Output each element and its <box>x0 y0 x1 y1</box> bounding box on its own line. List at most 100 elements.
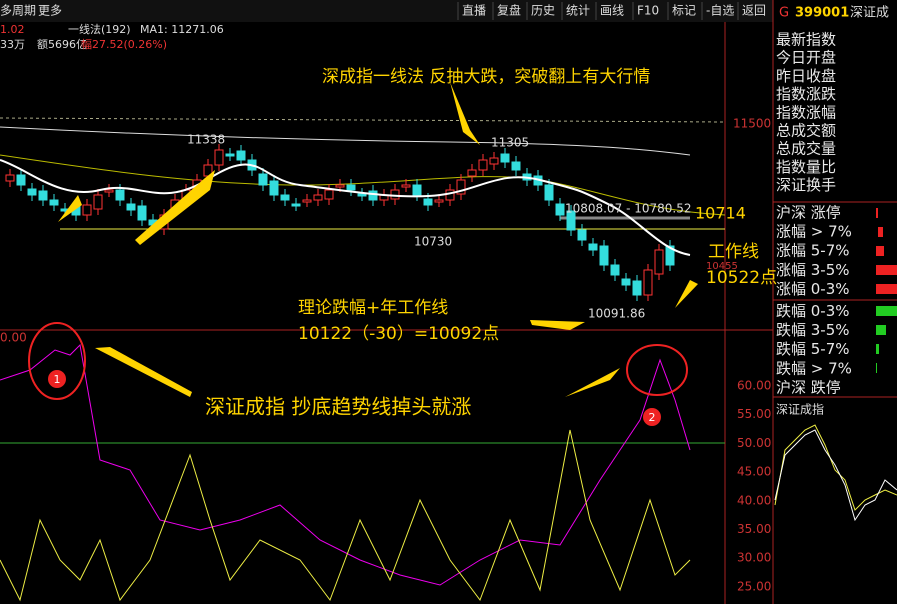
candle-body <box>368 190 378 201</box>
candle-body <box>654 249 664 275</box>
candle-body <box>555 203 565 216</box>
breadth-bars <box>876 208 897 294</box>
candle-body <box>357 193 367 197</box>
candle-body <box>49 199 59 206</box>
toolbar-button[interactable]: -自选 <box>706 4 734 18</box>
price-label: 10455 <box>706 261 738 272</box>
annotation: 深成指一线法 反抽大跌，突破翻上有大行情 <box>322 67 650 87</box>
candle-body <box>632 280 642 296</box>
candle-body <box>38 190 48 201</box>
breadth-label: 跌幅 5-7% <box>776 340 850 358</box>
breadth-label: 涨幅 > 7% <box>776 223 852 241</box>
toolbar <box>0 0 773 22</box>
candle-body <box>489 157 499 165</box>
y-tick-label: 60.00 <box>737 379 771 393</box>
field-label: 指数涨跌 <box>776 85 836 103</box>
candle-body <box>401 184 411 188</box>
breadth-label: 沪深 涨停 <box>776 204 841 222</box>
code: 399001 <box>795 6 849 21</box>
breadth-label: 跌幅 > 7% <box>776 359 852 377</box>
annotation: 理论跌幅+年工作线 <box>298 298 448 318</box>
candle-body <box>456 179 466 195</box>
y-tick-label: 25.00 <box>737 579 771 593</box>
candle-body <box>16 174 26 186</box>
candle-body <box>445 189 455 201</box>
candle-body <box>434 199 444 203</box>
ma-line <box>0 159 691 256</box>
candle-body <box>269 180 279 196</box>
candle-body <box>324 189 334 200</box>
candle-body <box>280 194 290 201</box>
y-tick-label: 30.00 <box>737 551 771 565</box>
tab[interactable]: 更多 <box>38 4 62 18</box>
annotation: 工作线 <box>708 242 759 262</box>
price-label: 10808.07 - 10780.52 <box>565 202 691 216</box>
annotation: 10122（-30）=10092点 <box>298 324 499 344</box>
candle-body <box>566 210 576 231</box>
candle-body <box>104 189 114 193</box>
candle-body <box>225 153 235 157</box>
info: 1.02 <box>0 23 25 36</box>
toolbar-button[interactable]: 统计 <box>566 4 590 18</box>
annotation: 10522点 <box>706 268 777 288</box>
candle-body <box>236 150 246 161</box>
candle-body <box>467 169 477 177</box>
candle-body <box>621 278 631 286</box>
field-label: 指数涨幅 <box>776 103 836 121</box>
toolbar-button[interactable]: 返回 <box>742 4 766 18</box>
arrows <box>58 82 698 397</box>
toolbar-button[interactable]: 直播 <box>462 4 486 18</box>
candle-body <box>423 198 433 206</box>
candle-body <box>291 203 301 207</box>
y-tick-label: 35.00 <box>737 522 771 536</box>
info: MA1: 11271.06 <box>140 23 224 36</box>
y-tick-label: 40.00 <box>737 493 771 507</box>
info: 幅27.52(0.26%) <box>81 38 167 51</box>
indicator-line <box>0 429 691 602</box>
candle-body <box>126 203 136 211</box>
price-label: 10091.86 <box>588 307 645 321</box>
ma-line <box>0 126 691 156</box>
toolbar-button[interactable]: 复盘 <box>497 3 521 18</box>
marker-label: 2 <box>649 411 656 424</box>
toolbar-button[interactable]: F10 <box>637 4 659 18</box>
candle-body <box>5 174 15 182</box>
candle-body <box>544 184 554 201</box>
field-label: 最新指数 <box>776 31 836 49</box>
candle-body <box>346 184 356 191</box>
candle-body <box>665 245 675 266</box>
candle-body <box>27 188 37 196</box>
info: 额5696亿 <box>37 38 87 51</box>
breadth-label: 涨幅 3-5% <box>776 261 850 279</box>
candle-body <box>610 264 620 276</box>
toolbar-button[interactable]: 历史 <box>531 4 555 18</box>
candle-body <box>82 204 92 216</box>
info: 一线法(192) <box>68 22 131 36</box>
candle-body <box>478 159 488 171</box>
highlight <box>28 322 86 400</box>
marker <box>48 370 66 388</box>
candle-body <box>588 243 598 251</box>
price-label: 11338 <box>187 133 225 147</box>
candle-body <box>115 189 125 201</box>
price-label: 10714 <box>695 204 746 223</box>
price-label: 11305 <box>491 136 529 150</box>
mini-line <box>774 429 897 522</box>
field-label: 今日开盘 <box>776 49 836 67</box>
mini-line <box>774 424 897 511</box>
ma-line <box>0 154 726 216</box>
tab[interactable]: 多周期 <box>0 4 36 18</box>
breadth-label: 跌幅 0-3% <box>776 302 850 320</box>
axis-label: 0.00 <box>0 331 27 345</box>
candle-body <box>93 194 103 210</box>
toolbar-button[interactable]: 标记 <box>672 4 696 18</box>
y-tick-label: 50.00 <box>737 436 771 450</box>
candle-body <box>577 229 587 241</box>
candle-body <box>302 199 312 203</box>
y-tick-label: 45.00 <box>737 465 771 479</box>
annotation: 深证成指 抄底趋势线掉头就涨 <box>205 395 471 419</box>
toolbar-button[interactable]: 画线 <box>600 4 624 18</box>
mini-title: 深证成指 <box>776 402 824 417</box>
